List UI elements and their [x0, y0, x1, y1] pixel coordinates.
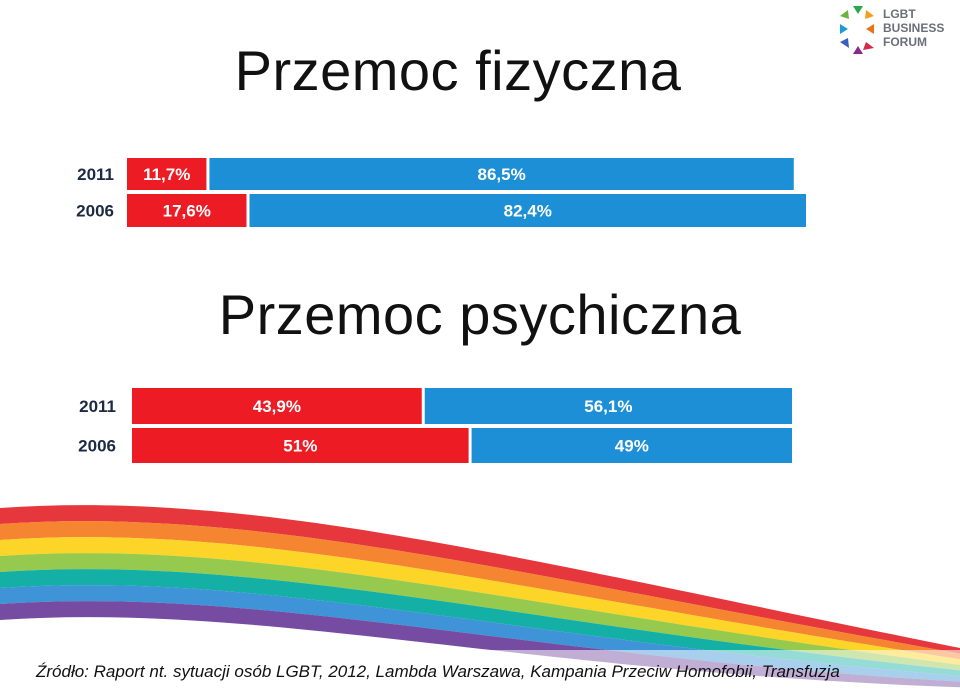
rainbow-stripe — [0, 537, 960, 665]
year-label-2011: 2011 — [77, 165, 114, 184]
bar-2011-blue — [424, 388, 792, 424]
chart-title-przemoc-psychiczna: Przemoc psychiczna — [218, 283, 742, 346]
bar-2011-blue — [209, 158, 794, 190]
chart-title-przemoc-fizyczna: Przemoc fizyczna — [234, 39, 682, 102]
data-label-2006-blue: 49% — [615, 437, 649, 456]
data-label-2006-blue: 82,4% — [504, 202, 552, 221]
bar-2011-red — [127, 158, 207, 190]
chart-przemoc-psychiczna: 2011 43,9% 56,1% 2006 51% 49% — [78, 388, 792, 463]
bar-2006-blue — [249, 194, 806, 227]
year-label-2006: 2006 — [78, 437, 116, 456]
chart-przemoc-fizyczna: 2011 11,7% 86,5% 2006 17,6% 82,4% — [76, 158, 806, 227]
data-label-2011-red: 43,9% — [253, 397, 301, 416]
rainbow-stripe — [0, 569, 960, 676]
bar-2006-red — [132, 428, 469, 463]
data-label-2006-red: 51% — [283, 437, 317, 456]
bar-2011-red — [132, 388, 422, 424]
rainbow-fade — [0, 650, 960, 692]
logo-line-3: FORUM — [883, 35, 927, 49]
rainbow-stripe — [0, 505, 960, 654]
bar-2006-blue — [471, 428, 792, 463]
logo-line-2: BUSINESS — [883, 21, 944, 35]
arrows-star-icon — [840, 6, 874, 54]
rainbow-stripe — [0, 521, 960, 660]
data-label-2006-red: 17,6% — [163, 202, 211, 221]
lgbt-business-forum-logo: LGBT BUSINESS FORUM — [840, 6, 944, 54]
year-label-2006: 2006 — [76, 202, 114, 221]
rainbow-decoration — [0, 505, 960, 692]
data-label-2011-blue: 56,1% — [584, 397, 632, 416]
rainbow-stripe — [0, 553, 960, 671]
data-label-2011-red: 11,7% — [143, 165, 190, 184]
data-label-2011-blue: 86,5% — [478, 165, 526, 184]
year-label-2011: 2011 — [79, 397, 116, 416]
logo-line-1: LGBT — [883, 7, 916, 21]
bar-2006-red — [127, 194, 247, 227]
source-caption: Źródło: Raport nt. sytuacji osób LGBT, 2… — [36, 662, 840, 681]
